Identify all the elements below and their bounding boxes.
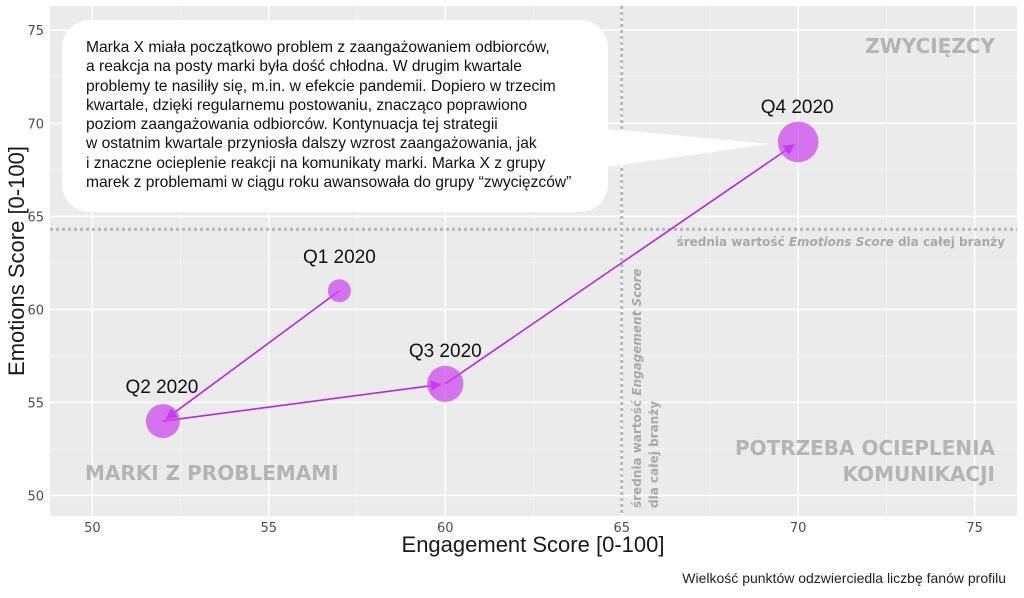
- data-point-q3-2020: [427, 365, 464, 402]
- x-reference-label-suffix: dla całej branży: [647, 401, 661, 508]
- y-tick-label: 50: [27, 490, 44, 505]
- quadrant-label-warming-needed-line1: POTRZEBA OCIEPLENIA: [735, 436, 996, 460]
- y-tick-label: 75: [27, 24, 44, 39]
- y-tick-label: 70: [27, 117, 44, 132]
- y-tick-label: 60: [27, 303, 44, 318]
- x-tick-label: 55: [261, 521, 278, 536]
- y-reference-label-prefix: średnia wartość: [677, 235, 789, 249]
- x-tick-label: 60: [437, 521, 454, 536]
- footnote: Wielkość punktów odzwierciedla liczbę fa…: [682, 570, 1006, 586]
- quadrant-labels: ZWYCIĘZCY MARKI Z PROBLEMAMI POTRZEBA OC…: [85, 34, 996, 486]
- x-tick-label: 50: [84, 521, 101, 536]
- quadrant-label-problem-brands: MARKI Z PROBLEMAMI: [85, 461, 339, 485]
- y-reference-label-suffix: dla całej branży: [894, 235, 1005, 249]
- x-tick-label: 65: [613, 521, 630, 536]
- y-tick-label: 65: [27, 210, 44, 225]
- callout-text: Marka X miała początkowo problem z zaang…: [86, 39, 572, 192]
- annotation-callout: Marka X miała początkowo problem z zaang…: [62, 20, 608, 212]
- x-axis-title: Engagement Score [0-100]: [402, 532, 665, 557]
- trajectory-arrow: [165, 290, 340, 420]
- reference-line-labels: średnia wartość Emotions Score dla całej…: [630, 235, 1005, 508]
- y-reference-label: średnia wartość Emotions Score dla całej…: [677, 235, 1006, 249]
- y-axis-title: Emotions Score [0-100]: [4, 146, 29, 376]
- y-tick-label: 55: [27, 396, 44, 411]
- quadrant-label-warming-needed-line2: KOMUNIKACJI: [843, 462, 995, 486]
- y-reference-label-em: Emotions Score: [789, 235, 894, 249]
- x-reference-label-prefix: średnia wartość: [630, 396, 644, 508]
- x-tick-label: 75: [966, 521, 983, 536]
- x-reference-label-em: Engagement Score: [630, 268, 644, 395]
- point-label: Q3 2020: [409, 341, 482, 362]
- x-reference-label: średnia wartość Engagement Scoredla całe…: [630, 268, 661, 508]
- callout-pointer: [596, 128, 771, 168]
- data-point-q1-2020: [327, 279, 351, 303]
- point-labels: Q1 2020 Q2 2020 Q3 2020 Q4 2020: [125, 97, 833, 398]
- point-label: Q1 2020: [303, 247, 376, 268]
- point-label: Q2 2020: [125, 377, 198, 398]
- x-axis-ticks: 50 55 60 65 70 75: [84, 521, 983, 536]
- y-axis-ticks: 50 55 60 65 70 75: [27, 24, 44, 504]
- trajectory-arrow: [444, 144, 795, 385]
- reference-lines: [50, 6, 1017, 516]
- quadrant-label-winners: ZWYCIĘZCY: [865, 34, 995, 58]
- trajectory-arrow: [162, 380, 442, 422]
- point-label: Q4 2020: [761, 97, 834, 118]
- data-point-q4-2020: [777, 121, 819, 163]
- trajectory-arrows: [162, 128, 795, 422]
- x-tick-label: 70: [790, 521, 807, 536]
- data-points: [145, 121, 819, 439]
- data-point-q2-2020: [145, 404, 180, 439]
